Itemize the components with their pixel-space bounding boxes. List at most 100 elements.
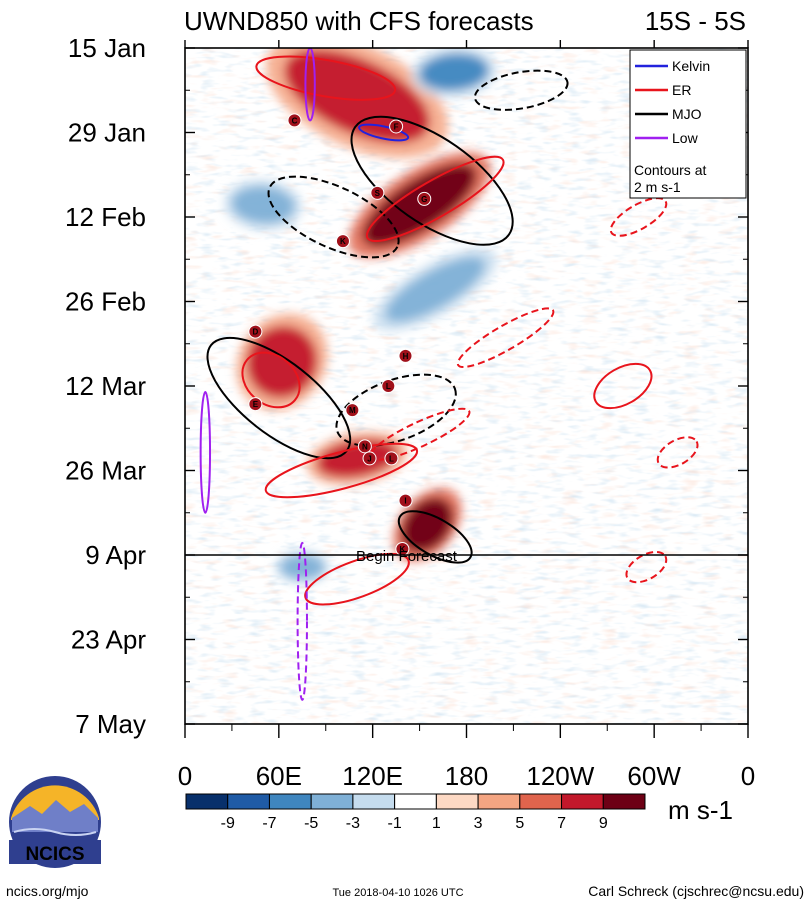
colorbar-swatch	[477, 793, 521, 810]
legend-box	[629, 49, 747, 199]
colorbar-label: -7	[262, 815, 276, 832]
x-tick-label: 60W	[627, 761, 681, 791]
anomaly-core	[362, 163, 477, 247]
tropical-cyclone-marker: L	[381, 379, 396, 393]
tropical-cyclone-marker: J	[362, 451, 377, 466]
legend-entry-er: ER	[635, 82, 691, 98]
cyclone-label: H	[403, 352, 409, 361]
cyclone-label: D	[252, 328, 258, 337]
cyclone-label: J	[367, 454, 371, 463]
colorbar-label: 5	[515, 815, 524, 832]
legend-label: ER	[672, 82, 691, 98]
tropical-cyclone-marker: K	[395, 541, 410, 556]
cyclone-icon	[417, 191, 432, 206]
contour-low-pos	[199, 391, 212, 514]
cyclone-icon	[248, 324, 263, 339]
cyclone-label: N	[362, 442, 368, 451]
cyclone-label: K	[399, 545, 405, 554]
cyclone-icon	[287, 113, 302, 128]
anomaly-layer	[224, 48, 498, 584]
cyclone-label: I	[404, 497, 406, 506]
ncics-logo: NCICS	[9, 776, 101, 868]
logo-text: NCICS	[25, 844, 84, 865]
tropical-cyclone-marker: L	[384, 451, 399, 466]
y-tick-label: 23 Apr	[71, 625, 147, 655]
colorbar-swatch	[602, 793, 646, 810]
x-tick-label: 120W	[526, 761, 594, 791]
x-tick-label: 180	[445, 761, 488, 791]
tropical-cyclone-marker: C	[287, 113, 302, 128]
anomaly-feature	[372, 247, 498, 331]
tropical-cyclone-marker: G	[417, 191, 432, 206]
cyclone-label: G	[421, 195, 427, 204]
cyclone-label: L	[389, 454, 394, 463]
colorbar-swatch	[227, 793, 270, 810]
contour-er-pos	[304, 552, 410, 606]
tropical-cyclone-marker: M	[345, 403, 360, 418]
y-tick-label: 12 Feb	[65, 202, 146, 232]
cyclone-icon	[381, 379, 396, 393]
colorbar-swatch	[185, 793, 229, 810]
logo-waves	[13, 828, 97, 836]
logo-hills	[12, 800, 98, 832]
cyclone-label: S	[375, 189, 381, 198]
colorbar-swatch	[435, 793, 479, 810]
chart-title: UWND850 with CFS forecasts	[184, 6, 534, 36]
logo-band	[9, 840, 101, 864]
contour-er-pos	[264, 442, 419, 499]
contour-er-pos	[593, 362, 653, 410]
colorbar-label: 9	[599, 815, 608, 832]
contour-mjo-pos	[397, 510, 473, 564]
colorbar-label: -3	[346, 815, 360, 832]
cyclone-icon	[362, 451, 377, 466]
anomaly-feature	[411, 48, 497, 98]
colorbar-swatch	[352, 793, 396, 810]
anomaly-feature	[348, 151, 491, 258]
tropical-cyclone-layer: C F S G K D H L E M NJ L I K	[248, 113, 432, 556]
legend-label: Kelvin	[672, 58, 710, 74]
tropical-cyclone-marker: H	[398, 348, 413, 363]
y-axis: 15 Jan 29 Jan 12 Feb 26 Feb 12 Mar 26 Mar 9 Ap…	[65, 33, 748, 739]
x-tick-label: 120E	[342, 761, 403, 791]
colorbar: -9 -7 -5 -3 -1 1 3 5 7 9	[185, 793, 646, 832]
contour-kelvin-pos	[358, 123, 410, 142]
legend-note-line-1: Contours at	[634, 162, 706, 178]
footer-site: ncics.org/mjo	[6, 883, 89, 899]
cyclone-icon	[335, 234, 350, 249]
anomaly-core	[385, 257, 485, 322]
colorbar-swatch	[268, 793, 312, 810]
contour-er-pos	[365, 155, 505, 243]
tropical-cyclone-marker: S	[370, 185, 385, 200]
anomaly-core	[280, 555, 325, 580]
y-tick-label: 9 Apr	[85, 540, 146, 570]
y-tick-label: 7 May	[75, 709, 146, 739]
cyclone-label: L	[386, 382, 391, 391]
colorbar-swatch	[561, 793, 604, 810]
anomaly-core	[419, 53, 489, 91]
legend-label: MJO	[672, 106, 702, 122]
cyclone-label: K	[340, 237, 346, 246]
anomaly-core	[316, 439, 398, 478]
forecast-start-label: Begin Forecast	[356, 548, 458, 565]
cyclone-icon	[345, 403, 360, 418]
x-tick-label: 0	[741, 761, 755, 791]
cyclone-label: E	[253, 400, 259, 409]
contour-er-neg	[609, 197, 668, 237]
y-tick-label: 12 Mar	[65, 371, 146, 401]
y-tick-label: 26 Mar	[65, 456, 146, 486]
legend-label: Low	[672, 130, 699, 146]
legend-note-line-2: 2 m s-1	[634, 179, 681, 195]
colorbar-label: -1	[388, 815, 402, 832]
colorbar-label: -9	[221, 815, 235, 832]
cyclone-icon	[357, 439, 372, 454]
x-tick-label: 0	[178, 761, 192, 791]
colorbar-label: -5	[304, 815, 318, 832]
tropical-cyclone-marker: I	[398, 493, 413, 508]
legend: Kelvin ER MJO Low Contours at 2 m s-1	[629, 49, 747, 199]
y-tick-label: 15 Jan	[68, 33, 146, 63]
colorbar-swatch	[394, 793, 437, 810]
colorbar-label: 1	[432, 815, 441, 832]
tropical-cyclone-marker: K	[335, 234, 350, 249]
anomaly-feature	[274, 550, 330, 584]
